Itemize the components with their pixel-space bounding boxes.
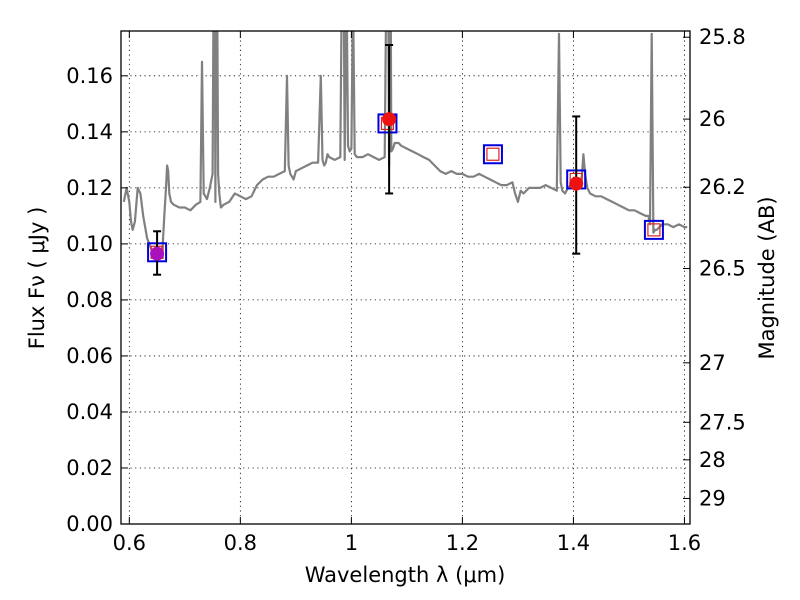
right-tick-label: 27.5 (699, 410, 746, 434)
right-tick-label: 26.2 (699, 175, 746, 199)
spectrum-line (122, 31, 688, 257)
data-marks (147, 44, 664, 276)
right-tick-label: 26 (699, 107, 726, 131)
x-tick-label: 0.6 (113, 531, 146, 555)
y-tick-label: 0.00 (66, 512, 113, 536)
y-tick-label: 0.16 (66, 64, 113, 88)
right-tick-label: 25.8 (699, 25, 746, 49)
model-square-inner (486, 147, 500, 161)
right-tick-label: 29 (699, 486, 726, 510)
x-axis-title: Wavelength λ (μm) (305, 563, 506, 587)
x-tick-label: 1.2 (446, 531, 479, 555)
y-axis-title-right: Magnitude (AB) (755, 196, 779, 359)
plot-background (121, 31, 690, 524)
observed-point (569, 176, 584, 191)
tick-labels: 0.6 0.8 1 1.2 1.4 1.6 0.00 0.02 0.04 0.06 0.08 0.10… (66, 25, 746, 555)
axis-ticks (121, 31, 690, 525)
y-tick-label: 0.12 (66, 176, 113, 200)
model-square-inner (647, 223, 661, 237)
x-tick-label: 0.8 (224, 531, 257, 555)
observed-point (150, 246, 165, 261)
x-tick-label: 1.6 (668, 531, 701, 555)
y-tick-label: 0.08 (66, 288, 113, 312)
y-tick-label: 0.02 (66, 456, 113, 480)
right-tick-label: 27 (699, 351, 726, 375)
y-tick-label: 0.10 (66, 232, 113, 256)
y-axis-title-left: Flux Fν ( μJy ) (25, 207, 49, 350)
observed-point (382, 112, 397, 127)
plot-area (122, 31, 688, 257)
x-tick-label: 1.4 (557, 531, 590, 555)
right-tick-label: 28 (699, 448, 726, 472)
model-square (482, 144, 503, 165)
plot-frame (120, 30, 691, 525)
y-tick-label: 0.14 (66, 120, 113, 144)
model-square (643, 219, 664, 240)
right-tick-label: 26.5 (699, 257, 746, 281)
y-tick-label: 0.06 (66, 344, 113, 368)
x-tick-label: 1 (345, 531, 358, 555)
y-tick-label: 0.04 (66, 400, 113, 424)
